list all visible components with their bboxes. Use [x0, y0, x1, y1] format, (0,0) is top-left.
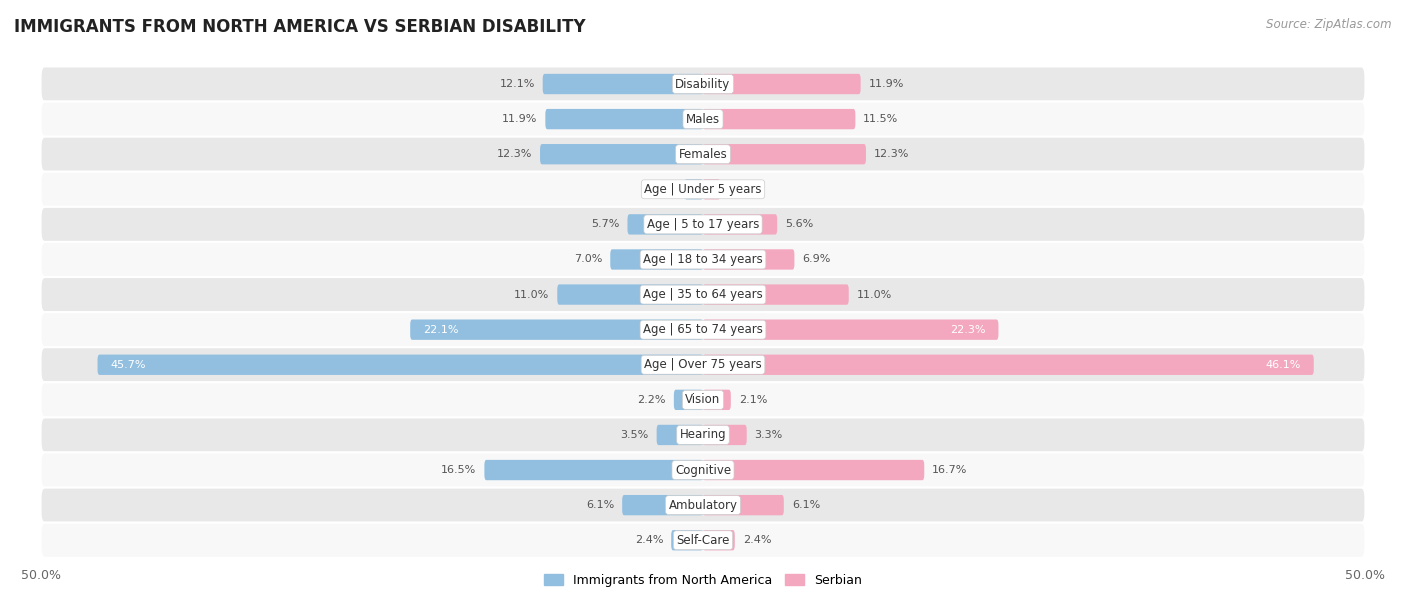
Text: 12.3%: 12.3% — [875, 149, 910, 159]
Text: Age | 35 to 64 years: Age | 35 to 64 years — [643, 288, 763, 301]
FancyBboxPatch shape — [657, 425, 703, 445]
FancyBboxPatch shape — [703, 214, 778, 234]
FancyBboxPatch shape — [41, 172, 1365, 207]
FancyBboxPatch shape — [41, 207, 1365, 242]
Text: 16.7%: 16.7% — [932, 465, 967, 475]
Text: Source: ZipAtlas.com: Source: ZipAtlas.com — [1267, 18, 1392, 31]
Text: 45.7%: 45.7% — [111, 360, 146, 370]
FancyBboxPatch shape — [41, 136, 1365, 172]
FancyBboxPatch shape — [673, 390, 703, 410]
FancyBboxPatch shape — [671, 530, 703, 550]
FancyBboxPatch shape — [623, 495, 703, 515]
Text: 7.0%: 7.0% — [574, 255, 602, 264]
Text: Age | 65 to 74 years: Age | 65 to 74 years — [643, 323, 763, 336]
FancyBboxPatch shape — [41, 452, 1365, 488]
FancyBboxPatch shape — [703, 390, 731, 410]
Text: 46.1%: 46.1% — [1265, 360, 1301, 370]
FancyBboxPatch shape — [703, 425, 747, 445]
Text: Males: Males — [686, 113, 720, 125]
Text: 11.0%: 11.0% — [515, 289, 550, 299]
Text: Age | Over 75 years: Age | Over 75 years — [644, 358, 762, 371]
FancyBboxPatch shape — [546, 109, 703, 129]
Legend: Immigrants from North America, Serbian: Immigrants from North America, Serbian — [540, 569, 866, 592]
Text: 16.5%: 16.5% — [441, 465, 477, 475]
Text: Females: Females — [679, 147, 727, 161]
Text: Age | Under 5 years: Age | Under 5 years — [644, 183, 762, 196]
Text: Age | 5 to 17 years: Age | 5 to 17 years — [647, 218, 759, 231]
Text: Age | 18 to 34 years: Age | 18 to 34 years — [643, 253, 763, 266]
FancyBboxPatch shape — [41, 67, 1365, 102]
Text: 11.5%: 11.5% — [863, 114, 898, 124]
Text: 1.3%: 1.3% — [728, 184, 756, 194]
FancyBboxPatch shape — [703, 354, 1313, 375]
Text: 2.1%: 2.1% — [738, 395, 768, 405]
FancyBboxPatch shape — [41, 242, 1365, 277]
Text: 22.1%: 22.1% — [423, 325, 458, 335]
Text: 2.2%: 2.2% — [637, 395, 666, 405]
FancyBboxPatch shape — [411, 319, 703, 340]
Text: 6.9%: 6.9% — [803, 255, 831, 264]
Text: Vision: Vision — [685, 394, 721, 406]
Text: 5.6%: 5.6% — [785, 219, 814, 230]
FancyBboxPatch shape — [41, 277, 1365, 312]
Text: 6.1%: 6.1% — [586, 500, 614, 510]
FancyBboxPatch shape — [703, 460, 924, 480]
FancyBboxPatch shape — [627, 214, 703, 234]
Text: Self-Care: Self-Care — [676, 534, 730, 547]
FancyBboxPatch shape — [41, 312, 1365, 347]
FancyBboxPatch shape — [703, 249, 794, 270]
FancyBboxPatch shape — [41, 523, 1365, 558]
FancyBboxPatch shape — [41, 347, 1365, 382]
FancyBboxPatch shape — [703, 179, 720, 200]
Text: 12.3%: 12.3% — [496, 149, 531, 159]
FancyBboxPatch shape — [703, 109, 855, 129]
Text: Cognitive: Cognitive — [675, 463, 731, 477]
Text: IMMIGRANTS FROM NORTH AMERICA VS SERBIAN DISABILITY: IMMIGRANTS FROM NORTH AMERICA VS SERBIAN… — [14, 18, 586, 36]
Text: 22.3%: 22.3% — [949, 325, 986, 335]
FancyBboxPatch shape — [41, 417, 1365, 452]
Text: 11.0%: 11.0% — [856, 289, 891, 299]
FancyBboxPatch shape — [703, 74, 860, 94]
FancyBboxPatch shape — [485, 460, 703, 480]
Text: 12.1%: 12.1% — [499, 79, 534, 89]
Text: 3.5%: 3.5% — [620, 430, 648, 440]
FancyBboxPatch shape — [703, 144, 866, 165]
FancyBboxPatch shape — [703, 285, 849, 305]
Text: Hearing: Hearing — [679, 428, 727, 441]
FancyBboxPatch shape — [540, 144, 703, 165]
Text: 11.9%: 11.9% — [502, 114, 537, 124]
FancyBboxPatch shape — [543, 74, 703, 94]
FancyBboxPatch shape — [703, 530, 735, 550]
FancyBboxPatch shape — [41, 102, 1365, 136]
Text: Ambulatory: Ambulatory — [668, 499, 738, 512]
Text: 1.4%: 1.4% — [648, 184, 676, 194]
FancyBboxPatch shape — [557, 285, 703, 305]
Text: 2.4%: 2.4% — [742, 536, 772, 545]
FancyBboxPatch shape — [41, 488, 1365, 523]
FancyBboxPatch shape — [703, 495, 783, 515]
FancyBboxPatch shape — [703, 319, 998, 340]
Text: Disability: Disability — [675, 78, 731, 91]
FancyBboxPatch shape — [685, 179, 703, 200]
Text: 2.4%: 2.4% — [634, 536, 664, 545]
FancyBboxPatch shape — [41, 382, 1365, 417]
FancyBboxPatch shape — [97, 354, 703, 375]
Text: 3.3%: 3.3% — [755, 430, 783, 440]
Text: 11.9%: 11.9% — [869, 79, 904, 89]
Text: 6.1%: 6.1% — [792, 500, 820, 510]
Text: 5.7%: 5.7% — [591, 219, 620, 230]
FancyBboxPatch shape — [610, 249, 703, 270]
